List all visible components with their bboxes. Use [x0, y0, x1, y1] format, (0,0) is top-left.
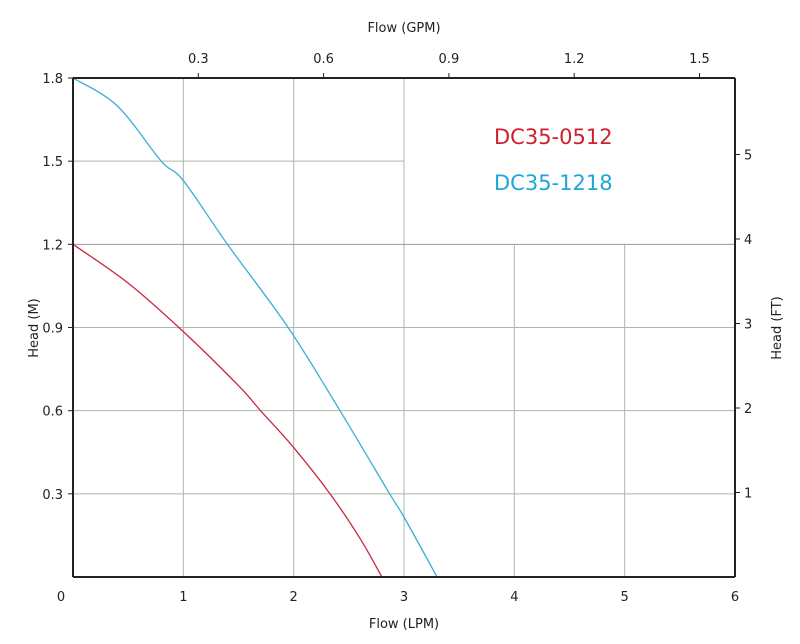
curves	[72, 77, 438, 578]
x-axis-label: Flow (LPM)	[369, 617, 439, 632]
grid	[73, 78, 735, 577]
curve-dc35-1218	[72, 77, 438, 578]
axes	[68, 73, 740, 578]
y-tick-label: 0.9	[42, 322, 63, 337]
x-tick-label: 4	[510, 590, 518, 605]
right-tick-label: 2	[744, 402, 752, 417]
top-tick-label: 0.6	[313, 52, 334, 67]
y-tick-label: 0.6	[42, 405, 63, 420]
x-tick-label: 1	[179, 590, 187, 605]
top-tick-label: 1.2	[564, 52, 585, 67]
x-axis-top-label: Flow (GPM)	[367, 21, 440, 36]
right-tick-label: 1	[744, 487, 752, 502]
y-axis-right-label: Head (FT)	[770, 296, 785, 359]
legend-dc35-0512: DC35-0512	[494, 125, 613, 149]
top-tick-label: 0.9	[439, 52, 460, 67]
y-tick-label: 0.3	[42, 488, 63, 503]
y-tick-label: 1.8	[42, 72, 63, 87]
right-tick-label: 3	[744, 318, 752, 333]
x-tick-label: 2	[290, 590, 298, 605]
y-tick-label: 1.5	[42, 155, 63, 170]
right-tick-label: 5	[744, 149, 752, 164]
x-tick-label: 0	[57, 590, 65, 605]
x-tick-label: 6	[731, 590, 739, 605]
legend-dc35-1218: DC35-1218	[494, 171, 613, 195]
y-tick-label: 1.2	[42, 238, 63, 253]
y-axis-label: Head (M)	[27, 298, 42, 357]
top-tick-label: 0.3	[188, 52, 209, 67]
x-tick-label: 3	[400, 590, 408, 605]
top-tick-label: 1.5	[689, 52, 710, 67]
right-tick-label: 4	[744, 233, 752, 248]
tick-labels: 0 1 2 3 4 5 6 0.3 0.6 0.9 1.2 1.5 1.8 0.3 0.6 0.9 1.2 1.5…	[42, 52, 752, 605]
curve-dc35-0512	[72, 243, 383, 578]
x-tick-label: 5	[621, 590, 629, 605]
